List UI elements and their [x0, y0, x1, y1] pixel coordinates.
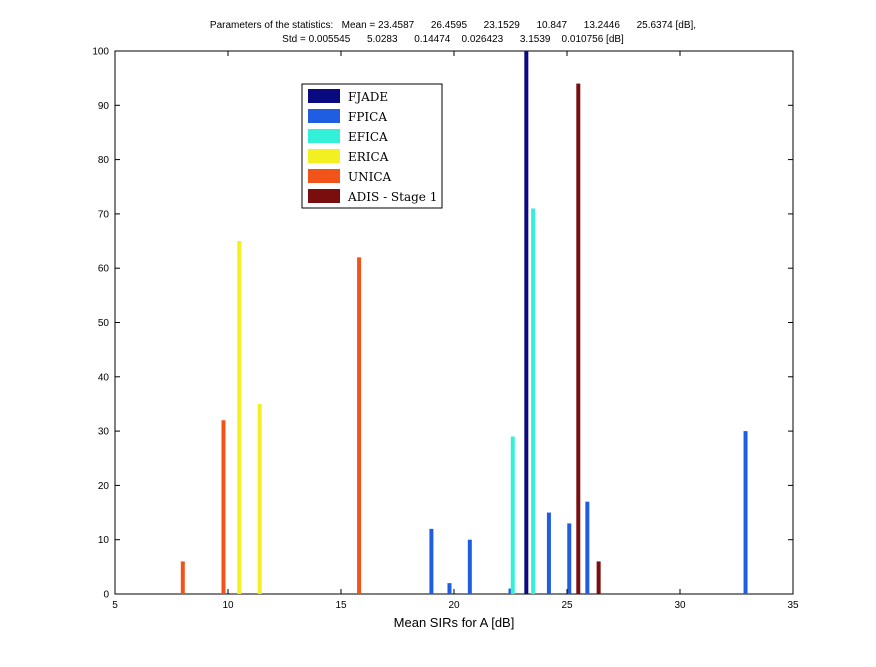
bar-adis-stage-1-1	[596, 561, 601, 594]
bar-unica-0	[180, 561, 185, 594]
bar-unica-2	[357, 257, 362, 594]
x-tick-label: 10	[222, 600, 234, 611]
bar-fpica-7	[743, 431, 748, 594]
legend-label: FPICA	[348, 110, 387, 124]
legend-box	[301, 83, 443, 209]
bar-fpica-2	[467, 539, 472, 594]
legend-label: ERICA	[348, 150, 389, 164]
y-tick-label: 100	[92, 47, 109, 58]
chart-title-line-2: Std = 0.005545 5.0283 0.14474 0.026423 3…	[282, 34, 624, 45]
bars-layer	[180, 51, 748, 595]
x-axis-label: Mean SIRs for A [dB]	[394, 615, 515, 630]
bar-erica-1	[257, 403, 262, 594]
legend-swatch	[308, 189, 340, 203]
bar-unica-1	[221, 420, 226, 594]
y-tick-label: 40	[98, 372, 110, 383]
bar-fpica-5	[567, 523, 572, 594]
y-tick-label: 90	[98, 101, 110, 112]
y-tick-label: 0	[103, 590, 109, 601]
x-tick-label: 25	[561, 600, 573, 611]
y-tick-label: 10	[98, 535, 110, 546]
bar-fpica-0	[429, 528, 434, 594]
ticks-layer: 5 10 15 20 25 30 35 0 10 20 30 40 50 60 70 80 90 100	[92, 47, 799, 612]
x-tick-label: 5	[112, 600, 118, 611]
legend-label: ADIS - Stage 1	[347, 190, 437, 204]
legend-swatch	[308, 169, 340, 183]
y-tick-label: 50	[98, 318, 110, 329]
x-tick-label: 35	[787, 600, 799, 611]
y-tick-label: 20	[98, 481, 110, 492]
chart-title-line-1: Parameters of the statistics: Mean = 23.…	[210, 20, 696, 31]
bar-erica-0	[237, 241, 242, 595]
bar-fjade-0	[524, 51, 529, 594]
y-tick-label: 80	[98, 155, 110, 166]
legend: FJADE FPICA EFICA ERICA UNICA ADIS - Stage 1	[301, 83, 443, 209]
y-tick-label: 70	[98, 209, 110, 220]
legend-label: UNICA	[348, 170, 392, 184]
bar-efica-0	[510, 436, 515, 594]
legend-swatch	[308, 89, 340, 103]
legend-swatch	[308, 109, 340, 123]
x-tick-label: 15	[335, 600, 347, 611]
plot-area	[114, 50, 794, 595]
x-tick-label: 20	[448, 600, 460, 611]
y-tick-label: 60	[98, 264, 110, 275]
bar-fpica-3	[508, 588, 513, 594]
legend-label: FJADE	[348, 90, 388, 104]
bar-efica-1	[531, 208, 536, 594]
y-tick-label: 30	[98, 427, 110, 438]
legend-swatch	[308, 149, 340, 163]
bar-fpica-6	[585, 501, 590, 594]
legend-swatch	[308, 129, 340, 143]
bar-adis-stage-1-0	[576, 83, 581, 594]
x-tick-label: 30	[674, 600, 686, 611]
bar-fpica-1	[447, 583, 452, 594]
bar-fpica-4	[546, 512, 551, 594]
legend-label: EFICA	[348, 130, 388, 144]
